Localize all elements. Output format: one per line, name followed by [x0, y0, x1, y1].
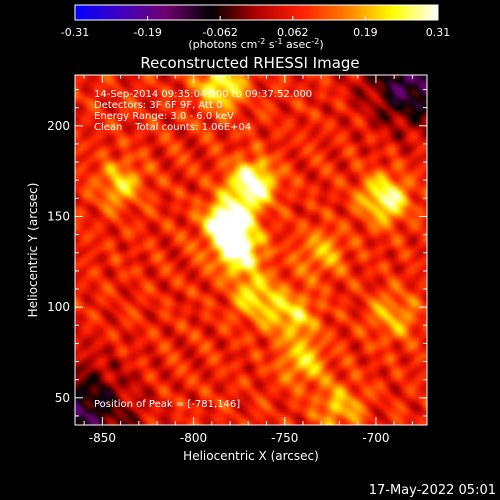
- colorbar-unit-label: (photons cm-2 s-1 asec-2): [188, 37, 323, 51]
- annotation-time-range: 14-Sep-2014 09:35:04.000 to 09:37:52.000: [94, 89, 312, 100]
- x-tick-label: -700: [362, 431, 389, 445]
- colorbar-tick-label: 0.31: [426, 26, 451, 39]
- colorbar-tick-label: 0.062: [277, 26, 309, 39]
- colorbar-frame: [74, 4, 439, 21]
- colorbar: -0.31 -0.19 -0.062 0.062 0.19 0.31 (photons c…: [61, 4, 450, 51]
- axis-ticks: -850 -800 -750 -700 50 100 150 200: [47, 75, 427, 445]
- y-tick-label: 150: [47, 209, 70, 223]
- y-tick-label: 50: [55, 391, 70, 405]
- annotation-energy-range: Energy Range: 3.0 - 6.0 keV: [94, 111, 234, 122]
- x-tick-label: -850: [89, 431, 116, 445]
- annotation-detectors: Detectors: 3F 6F 9F, Att 0: [94, 100, 222, 111]
- y-tick-label: 100: [47, 300, 70, 314]
- colorbar-ticks: -0.31 -0.19 -0.062 0.062 0.19 0.31: [61, 16, 450, 39]
- chart-title: Reconstructed RHESSI Image: [140, 54, 359, 72]
- annotation-clean-counts: Clean Total counts: 1.06E+04: [94, 122, 251, 133]
- observation-annotations: 14-Sep-2014 09:35:04.000 to 09:37:52.000…: [94, 89, 312, 410]
- y-axis-label: Heliocentric Y (arcsec): [26, 183, 40, 318]
- y-tick-label: 200: [47, 119, 70, 133]
- footer-timestamp: 17-May-2022 05:01: [369, 483, 496, 498]
- x-tick-label: -750: [271, 431, 298, 445]
- colorbar-strip: [75, 5, 438, 20]
- colorbar-tick-label: 0.19: [353, 26, 378, 39]
- annotation-peak-position: Position of Peak = [-781,146]: [94, 399, 240, 410]
- plot-area: -850 -800 -750 -700 50 100 150 200: [47, 74, 428, 445]
- x-tick-label: -800: [180, 431, 207, 445]
- colorbar-tick-label: -0.062: [202, 26, 237, 39]
- plot-frame: [74, 74, 428, 426]
- x-axis-label: Heliocentric X (arcsec): [183, 449, 319, 463]
- heatmap-image: [75, 75, 427, 425]
- colorbar-tick-label: -0.19: [133, 26, 161, 39]
- colorbar-tick-label: -0.31: [61, 26, 89, 39]
